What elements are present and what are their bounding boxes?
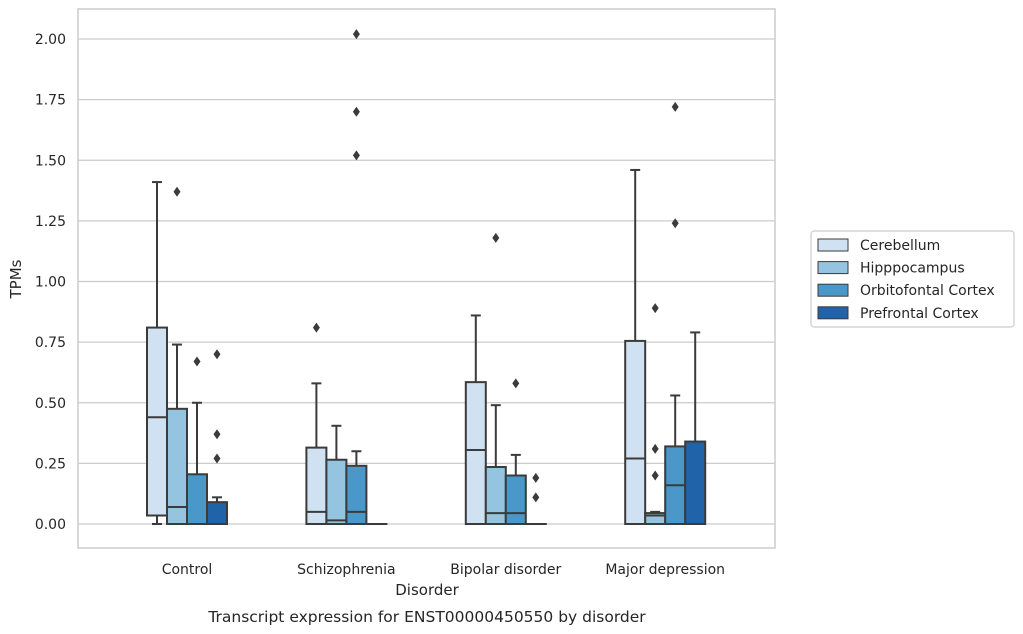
outlier-point [651,443,659,454]
box [345,29,368,525]
chart-caption: Transcript expression for ENST0000045055… [207,608,646,626]
outlier-point [651,470,659,481]
legend-swatch [817,283,849,297]
outlier-point [173,186,181,197]
box-body [624,339,647,525]
x-tick-label: Bipolar disorder [450,562,561,578]
y-tick-label: 1.25 [35,214,66,230]
outlier-point [512,378,520,389]
box [325,424,348,525]
plot-frame [77,8,776,549]
outlier-point [492,232,500,243]
legend-label: Hipppocampus [860,261,965,277]
outlier-point [312,322,320,333]
outlier-point [352,150,360,161]
outlier-point [671,101,679,112]
outlier-point [532,492,540,503]
box [166,186,188,525]
legend-label: Cerebellum [860,238,940,254]
box-series [146,29,707,526]
legend-box [810,230,1015,328]
outlier-point [213,349,221,360]
legend-swatch [817,306,849,320]
box [624,168,647,525]
y-axis-ticks: 0.00 0.25 0.50 0.75 1.00 1.25 1.50 1.75 2.00 [35,32,66,533]
y-tick-label: 0.00 [35,517,66,533]
legend-item: Prefrontal Cortex [817,306,979,322]
series-prefrontal-cortex [206,331,707,526]
x-tick-label: Major depression [605,562,725,578]
box-body [325,458,348,525]
y-tick-label: 0.75 [35,335,66,351]
box-body [166,407,188,525]
box-body [504,474,527,525]
y-tick-label: 1.75 [35,93,66,109]
x-axis-ticks: Control Schizophrenia Bipolar disorder Majo… [162,562,725,578]
series-orbitofontal-cortex [186,29,687,526]
box [464,314,487,526]
box-body [464,381,487,526]
legend-swatch [817,238,849,252]
box [504,378,527,525]
outlier-point [213,429,221,440]
x-tick-label: Schizophrenia [297,562,395,578]
y-axis-label: TPMs [7,259,25,299]
legend-swatch [817,261,849,275]
box [206,349,228,525]
box-body [146,326,168,517]
y-tick-label: 0.50 [35,396,66,412]
outlier-point [671,218,679,229]
y-tick-label: 0.25 [35,456,66,472]
outlier-point [193,356,201,367]
box-body [186,473,208,526]
legend: Cerebellum Hipppocampus Orbitofontal Corte… [810,230,1015,328]
box [186,356,208,526]
outlier-point [352,29,360,40]
box [524,472,547,526]
box-body [345,464,368,525]
y-tick-label: 2.00 [35,32,66,48]
x-axis-label: Disorder [395,581,459,599]
box-body [684,440,707,525]
legend-item: Hipppocampus [817,261,965,277]
y-tick-label: 1.50 [35,153,66,169]
outlier-point [352,106,360,117]
outlier-point [651,303,659,314]
series-cerebellum [146,168,647,526]
y-tick-label: 1.00 [35,275,66,291]
legend-item: Orbitofontal Cortex [817,283,995,299]
x-tick-label: Control [162,562,213,578]
outlier-point [213,453,221,464]
box [684,331,707,525]
legend-label: Orbitofontal Cortex [860,283,995,299]
outlier-point [532,472,540,483]
plot-area [78,9,775,548]
series-hipppocampus [166,186,667,526]
legend-label: Prefrontal Cortex [860,306,979,322]
legend-item: Cerebellum [817,238,940,254]
box-body [484,466,507,526]
box-body [206,501,228,525]
